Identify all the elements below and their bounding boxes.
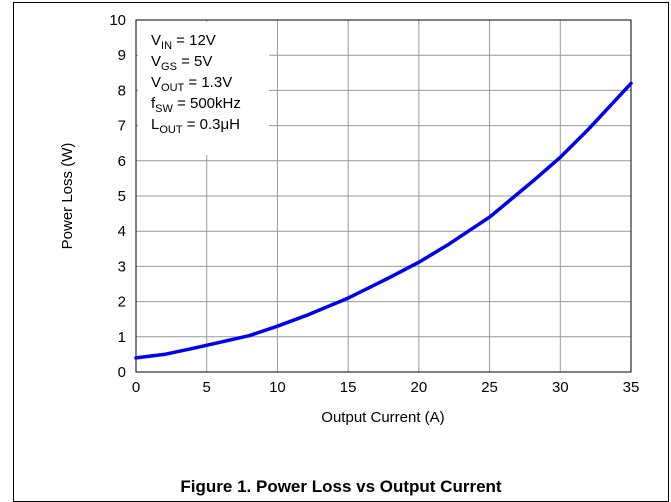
y-tick-label: 10 bbox=[109, 12, 126, 29]
x-axis-label: Output Current (A) bbox=[321, 409, 444, 426]
y-tick-label: 6 bbox=[118, 153, 126, 170]
condition-line: VOUT = 1.3V bbox=[151, 74, 232, 94]
annotation-box bbox=[138, 22, 269, 155]
y-tick-label: 1 bbox=[118, 329, 126, 346]
y-tick-label: 0 bbox=[118, 364, 126, 381]
x-tick-label: 25 bbox=[481, 379, 498, 396]
figure-caption: Figure 1. Power Loss vs Output Current bbox=[180, 477, 502, 496]
x-tick-label: 15 bbox=[340, 379, 357, 396]
x-tick-label: 5 bbox=[203, 379, 211, 396]
x-tick-label: 35 bbox=[623, 379, 640, 396]
condition-line: LOUT = 0.3μH bbox=[151, 116, 240, 136]
plot-area bbox=[135, 19, 632, 373]
y-tick-label: 8 bbox=[118, 82, 126, 99]
y-tick-label: 9 bbox=[118, 47, 126, 64]
condition-line: VGS = 5V bbox=[151, 53, 212, 73]
x-tick-labels: 0 5 10 15 20 25 30 35 bbox=[132, 379, 640, 396]
y-tick-label: 5 bbox=[118, 188, 126, 205]
y-tick-label: 2 bbox=[118, 294, 126, 311]
y-tick-label: 3 bbox=[118, 258, 126, 275]
x-tick-label: 20 bbox=[411, 379, 428, 396]
figure-frame bbox=[13, 2, 669, 502]
y-tick-label: 4 bbox=[118, 223, 126, 240]
y-axis-label: Power Loss (W) bbox=[59, 143, 76, 250]
x-tick-label: 0 bbox=[132, 379, 140, 396]
power-loss-chart: 0 5 10 15 20 25 30 35 0 1 2 3 4 5 6 7 8 9 10 Output Curre… bbox=[59, 12, 640, 426]
y-tick-label: 7 bbox=[118, 118, 126, 135]
power-loss-line bbox=[134, 81, 633, 360]
x-tick-label: 10 bbox=[269, 379, 286, 396]
condition-line: VIN = 12V bbox=[151, 32, 216, 52]
condition-line: fSW = 500kHz bbox=[151, 95, 241, 115]
series-group bbox=[134, 81, 633, 360]
x-tick-label: 30 bbox=[552, 379, 569, 396]
y-tick-labels: 0 1 2 3 4 5 6 7 8 9 10 bbox=[109, 12, 126, 381]
